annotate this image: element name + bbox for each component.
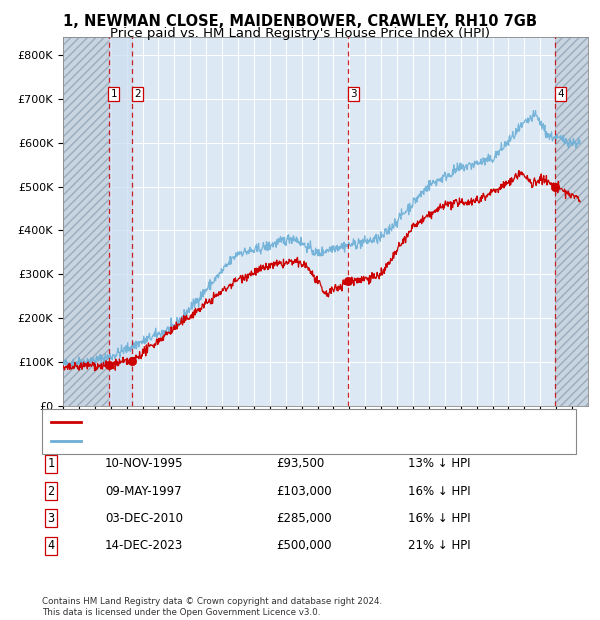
Text: £103,000: £103,000 — [276, 485, 332, 497]
Text: 14-DEC-2023: 14-DEC-2023 — [105, 539, 183, 552]
Text: 1: 1 — [47, 458, 55, 470]
Text: 3: 3 — [350, 89, 356, 99]
Text: 03-DEC-2010: 03-DEC-2010 — [105, 512, 183, 525]
Text: Price paid vs. HM Land Registry's House Price Index (HPI): Price paid vs. HM Land Registry's House … — [110, 27, 490, 40]
Text: 1, NEWMAN CLOSE, MAIDENBOWER, CRAWLEY, RH10 7GB (detached house): 1, NEWMAN CLOSE, MAIDENBOWER, CRAWLEY, R… — [87, 417, 484, 427]
Text: Contains HM Land Registry data © Crown copyright and database right 2024.
This d: Contains HM Land Registry data © Crown c… — [42, 598, 382, 617]
Text: £500,000: £500,000 — [276, 539, 331, 552]
Text: £285,000: £285,000 — [276, 512, 332, 525]
Text: 3: 3 — [47, 512, 55, 525]
Text: 09-MAY-1997: 09-MAY-1997 — [105, 485, 182, 497]
Text: 21% ↓ HPI: 21% ↓ HPI — [408, 539, 470, 552]
Text: 2: 2 — [47, 485, 55, 497]
Text: 10-NOV-1995: 10-NOV-1995 — [105, 458, 184, 470]
Text: 1: 1 — [110, 89, 117, 99]
Text: 4: 4 — [47, 539, 55, 552]
Text: 13% ↓ HPI: 13% ↓ HPI — [408, 458, 470, 470]
Text: £93,500: £93,500 — [276, 458, 324, 470]
Text: 2: 2 — [134, 89, 141, 99]
Text: HPI: Average price, detached house, Crawley: HPI: Average price, detached house, Craw… — [87, 436, 322, 446]
Bar — [109, 37, 132, 406]
Text: 16% ↓ HPI: 16% ↓ HPI — [408, 485, 470, 497]
Text: 4: 4 — [557, 89, 564, 99]
Text: 1, NEWMAN CLOSE, MAIDENBOWER, CRAWLEY, RH10 7GB: 1, NEWMAN CLOSE, MAIDENBOWER, CRAWLEY, R… — [63, 14, 537, 29]
Text: 16% ↓ HPI: 16% ↓ HPI — [408, 512, 470, 525]
